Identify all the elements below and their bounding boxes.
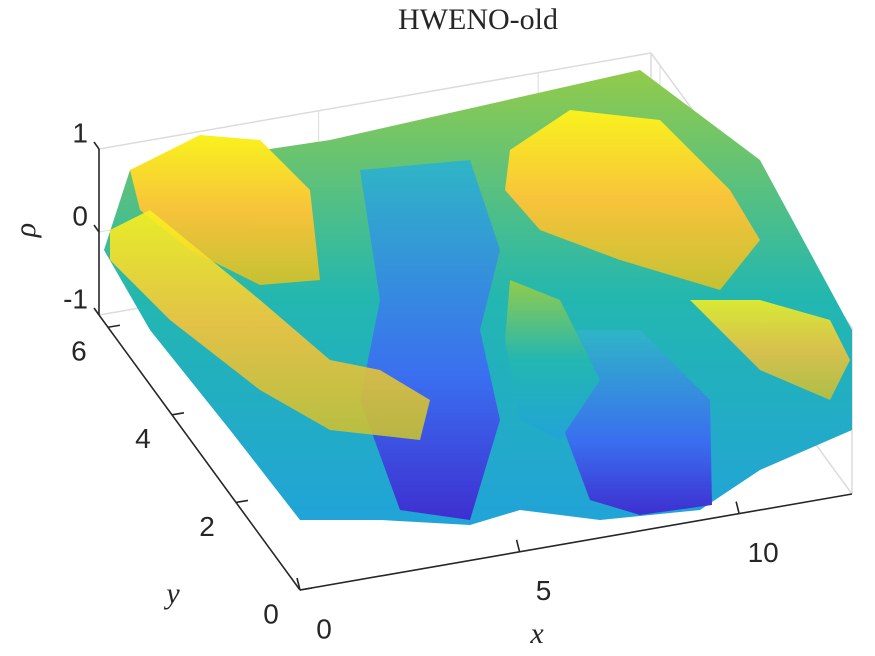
x-tick-label: 5 xyxy=(536,575,552,606)
z-tick-label: -1 xyxy=(63,283,88,314)
z-axis-label: ρ xyxy=(9,223,42,238)
z-tick xyxy=(93,224,100,233)
y-tick-label: 0 xyxy=(263,598,279,629)
surface-ridge xyxy=(505,280,600,440)
x-tick-label: 10 xyxy=(748,537,779,568)
y-tick-label: 2 xyxy=(199,511,215,542)
z-tick-label: 1 xyxy=(72,117,88,148)
z-tick xyxy=(93,141,100,150)
grid-line xyxy=(98,52,652,150)
y-axis xyxy=(98,314,301,591)
surface-peak xyxy=(505,110,760,290)
x-axis-label: x xyxy=(529,617,544,650)
surface-peak xyxy=(130,135,320,285)
x-tick xyxy=(515,539,521,553)
y-tick xyxy=(107,324,121,329)
surface-ridge xyxy=(110,210,430,440)
y-axis-label: y xyxy=(163,577,180,610)
surface xyxy=(104,70,852,525)
z-tick xyxy=(93,307,100,316)
z-tick-label: 0 xyxy=(72,200,88,231)
x-tick-label: 0 xyxy=(316,613,332,644)
y-tick xyxy=(171,412,185,416)
axes: 0 5 10 0 2 4 6 -1 0 1 xyxy=(63,117,853,644)
x-tick xyxy=(735,501,740,514)
y-tick-label: 6 xyxy=(71,336,87,367)
y-tick xyxy=(235,499,249,504)
surface-ridge xyxy=(690,300,850,400)
x-axis xyxy=(299,493,853,591)
x-tick xyxy=(296,577,301,591)
y-tick xyxy=(299,587,313,591)
y-tick-label: 4 xyxy=(135,423,151,454)
chart-title: HWENO-old xyxy=(398,3,558,36)
